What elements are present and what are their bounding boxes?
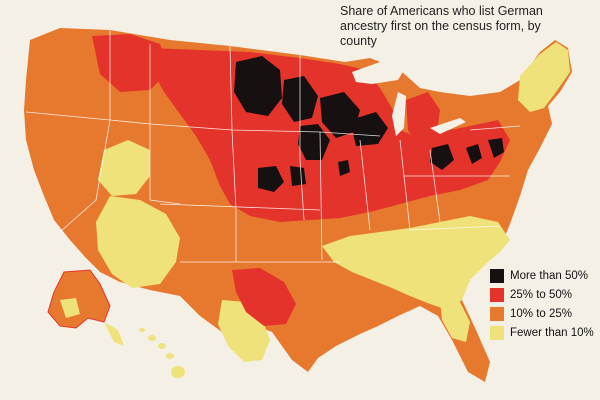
majority-german-counties xyxy=(234,56,504,192)
alaska-inset xyxy=(47,269,111,329)
legend-item-10-to-25: 10% to 25% xyxy=(490,304,600,323)
lake-michigan xyxy=(392,92,406,136)
legend-swatch xyxy=(490,306,504,321)
legend-item-fewer-than-10: Fewer than 10% xyxy=(490,323,600,342)
legend-label: Fewer than 10% xyxy=(510,326,594,339)
state-borders xyxy=(25,30,521,263)
lake-erie xyxy=(430,118,466,134)
hawaii-inset xyxy=(139,328,185,378)
alaska-low-area xyxy=(60,298,80,318)
michigan-high-region xyxy=(406,92,440,150)
alaska-panhandle xyxy=(104,322,124,346)
legend-swatch xyxy=(490,287,504,302)
northwest-high-region xyxy=(92,34,170,92)
southwest-low-region xyxy=(96,196,180,288)
florida-low-region xyxy=(440,300,470,342)
legend-item-25-to-50: 25% to 50% xyxy=(490,285,600,304)
legend-item-more-than-50: More than 50% xyxy=(490,266,600,285)
legend: More than 50% 25% to 50% 10% to 25% Fewe… xyxy=(490,266,600,342)
lake-superior xyxy=(352,62,404,84)
northeast-low-region xyxy=(518,42,570,112)
legend-swatch xyxy=(490,268,504,283)
west-low-region xyxy=(98,140,150,196)
legend-label: More than 50% xyxy=(510,269,588,282)
texas-high-region xyxy=(232,268,296,326)
legend-swatch xyxy=(490,325,504,340)
legend-label: 25% to 50% xyxy=(510,288,573,301)
southeast-low-region xyxy=(322,216,510,310)
map-title: Share of Americans who list German ances… xyxy=(340,4,543,48)
legend-label: 10% to 25% xyxy=(510,307,573,320)
